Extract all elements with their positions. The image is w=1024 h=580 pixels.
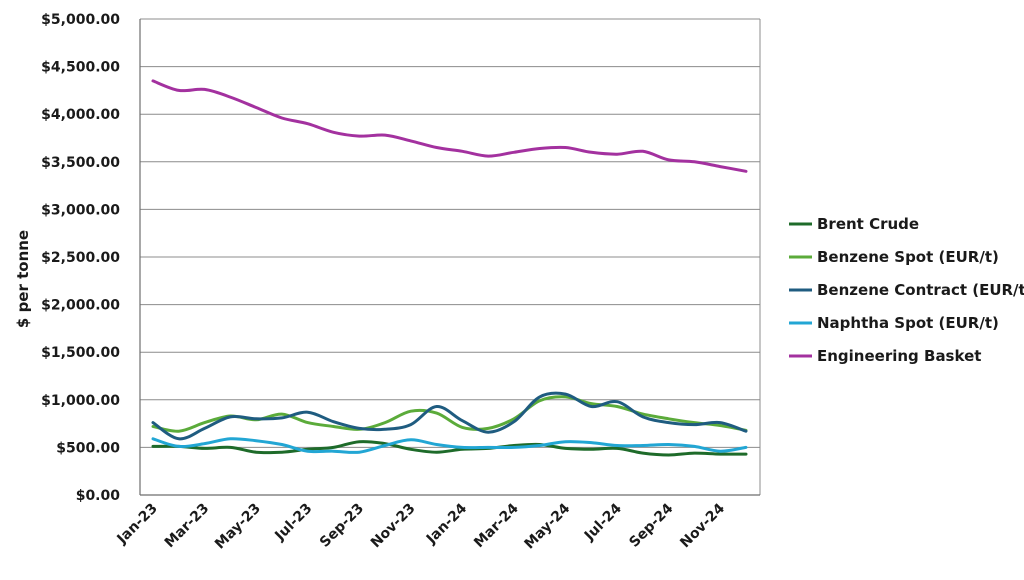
- series-lines: [151, 79, 748, 457]
- x-tick-label: Jan-24: [423, 500, 470, 547]
- series-line-brent-crude: [151, 440, 748, 457]
- x-tick-label: Jul-23: [271, 501, 315, 545]
- y-tick-label: $0.00: [76, 488, 121, 504]
- x-tick-label: Sep-24: [626, 500, 676, 550]
- legend: Brent Crude Benzene Spot (EUR/t) Benzene C…: [789, 215, 1024, 365]
- y-tick-label: $1,000.00: [41, 393, 120, 409]
- gridlines: [140, 18, 761, 495]
- x-tick-label: May-24: [521, 500, 573, 552]
- y-tick-label: $3,000.00: [41, 202, 120, 218]
- y-tick-label: $2,500.00: [41, 250, 120, 266]
- series-line-naphtha-spot-eur-t: [151, 437, 748, 454]
- axes: [139, 19, 760, 496]
- legend-label-benzene-spot-eur-t: Benzene Spot (EUR/t): [817, 248, 999, 266]
- legend-label-engineering-basket: Engineering Basket: [817, 347, 981, 365]
- y-tick-label: $4,000.00: [41, 107, 120, 123]
- x-tick-label: Jul-24: [581, 500, 625, 544]
- x-tick-label: Jan-23: [114, 501, 161, 548]
- x-tick-label: Sep-23: [317, 501, 367, 551]
- series-line-engineering-basket: [151, 79, 748, 173]
- series-line-benzene-spot-eur-t: [151, 395, 748, 433]
- legend-label-brent-crude: Brent Crude: [817, 215, 919, 233]
- y-tick-label: $500.00: [56, 440, 120, 456]
- x-tick-label: Nov-23: [368, 501, 419, 552]
- y-tick-label: $1,500.00: [41, 345, 120, 361]
- y-tick-label: $2,000.00: [41, 298, 120, 314]
- x-tick-label: Mar-24: [471, 500, 522, 551]
- x-tick-label: May-23: [212, 501, 264, 553]
- legend-label-benzene-contract-eur-t: Benzene Contract (EUR/t): [817, 281, 1024, 299]
- y-axis-label: $ per tonne: [14, 230, 32, 328]
- x-tick-label: Mar-23: [162, 501, 213, 552]
- y-tick-label: $4,500.00: [41, 60, 120, 76]
- series-line-benzene-contract-eur-t: [151, 391, 748, 441]
- legend-label-naphtha-spot-eur-t: Naphtha Spot (EUR/t): [817, 314, 999, 332]
- y-tick-labels: $0.00 $500.00 $1,000.00 $1,500.00 $2,000.00 $…: [41, 12, 120, 504]
- y-tick-label: $3,500.00: [41, 155, 120, 171]
- x-tick-labels: Jan-23 Mar-23 May-23 Jul-23 Sep-23 Nov-23 Jan-…: [114, 500, 729, 552]
- y-tick-label: $5,000.00: [41, 12, 120, 28]
- x-tick-label: Nov-24: [677, 500, 728, 551]
